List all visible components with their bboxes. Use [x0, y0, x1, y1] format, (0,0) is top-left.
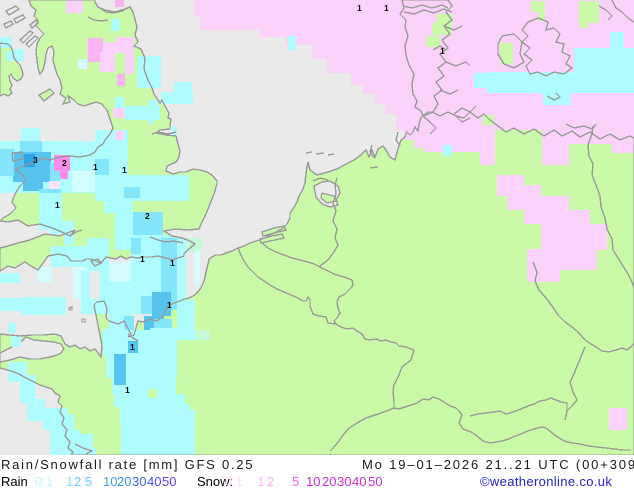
svg-text:1: 1: [167, 300, 172, 310]
svg-text:1: 1: [55, 200, 60, 210]
svg-text:2: 2: [145, 211, 150, 221]
svg-text:1: 1: [384, 3, 389, 13]
svg-text:1: 1: [357, 3, 362, 13]
svg-text:2: 2: [62, 158, 67, 168]
svg-text:1: 1: [440, 46, 445, 56]
svg-text:1: 1: [140, 254, 145, 264]
svg-text:1: 1: [130, 342, 135, 352]
svg-text:1: 1: [122, 165, 127, 175]
svg-text:3: 3: [33, 155, 38, 165]
svg-text:1: 1: [170, 258, 175, 268]
svg-text:1: 1: [125, 385, 130, 395]
svg-text:1: 1: [93, 162, 98, 172]
